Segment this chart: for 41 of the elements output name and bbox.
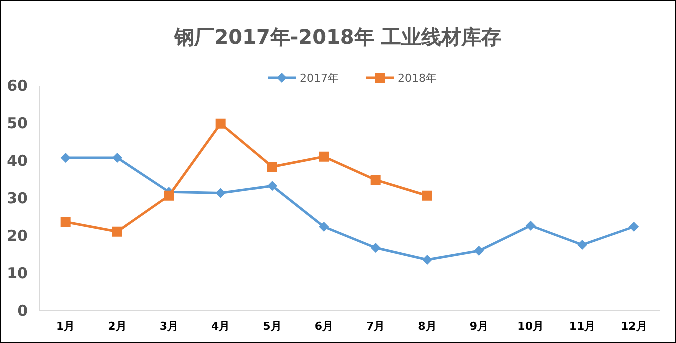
point [370,175,381,186]
point [526,220,536,231]
x-tick-label: 9月 [470,320,488,333]
point [578,240,588,250]
x-tick-label: 5月 [263,320,282,333]
point [60,217,71,228]
point [216,118,226,129]
point [60,153,71,163]
y-tick-label: 40 [7,152,28,170]
x-tick-label: 7月 [366,320,386,333]
point [422,255,432,265]
point [319,222,330,232]
point [216,188,226,198]
x-tick-label: 12月 [621,320,648,333]
legend-label: 2018年 [398,72,437,85]
y-tick-label: 20 [7,227,28,245]
x-tick-label: 3月 [160,320,178,333]
x-tick-label: 6月 [314,320,334,333]
point [319,152,330,162]
x-tick-label: 2月 [108,320,127,333]
point [629,222,640,232]
x-tick-label: 8月 [418,320,437,333]
y-tick-label: 50 [7,114,28,132]
point [164,190,174,201]
x-tick-label: 10月 [518,320,544,333]
y-tick-label: 60 [7,77,28,95]
point [112,153,122,163]
y-tick-label: 0 [18,302,28,320]
point [268,181,278,192]
point [474,246,484,256]
x-tick-label: 1月 [56,320,76,333]
point [112,226,122,237]
y-tick-label: 30 [7,190,28,208]
point [268,162,278,172]
x-tick-label: 11月 [569,320,596,333]
point [370,243,381,253]
y-tick-label: 10 [7,264,28,282]
x-tick-label: 4月 [212,320,230,333]
chart-title: 钢厂2017年-2018年 工业线材库存 [174,25,502,49]
point [422,190,432,201]
legend-label: 2017年 [300,72,339,85]
